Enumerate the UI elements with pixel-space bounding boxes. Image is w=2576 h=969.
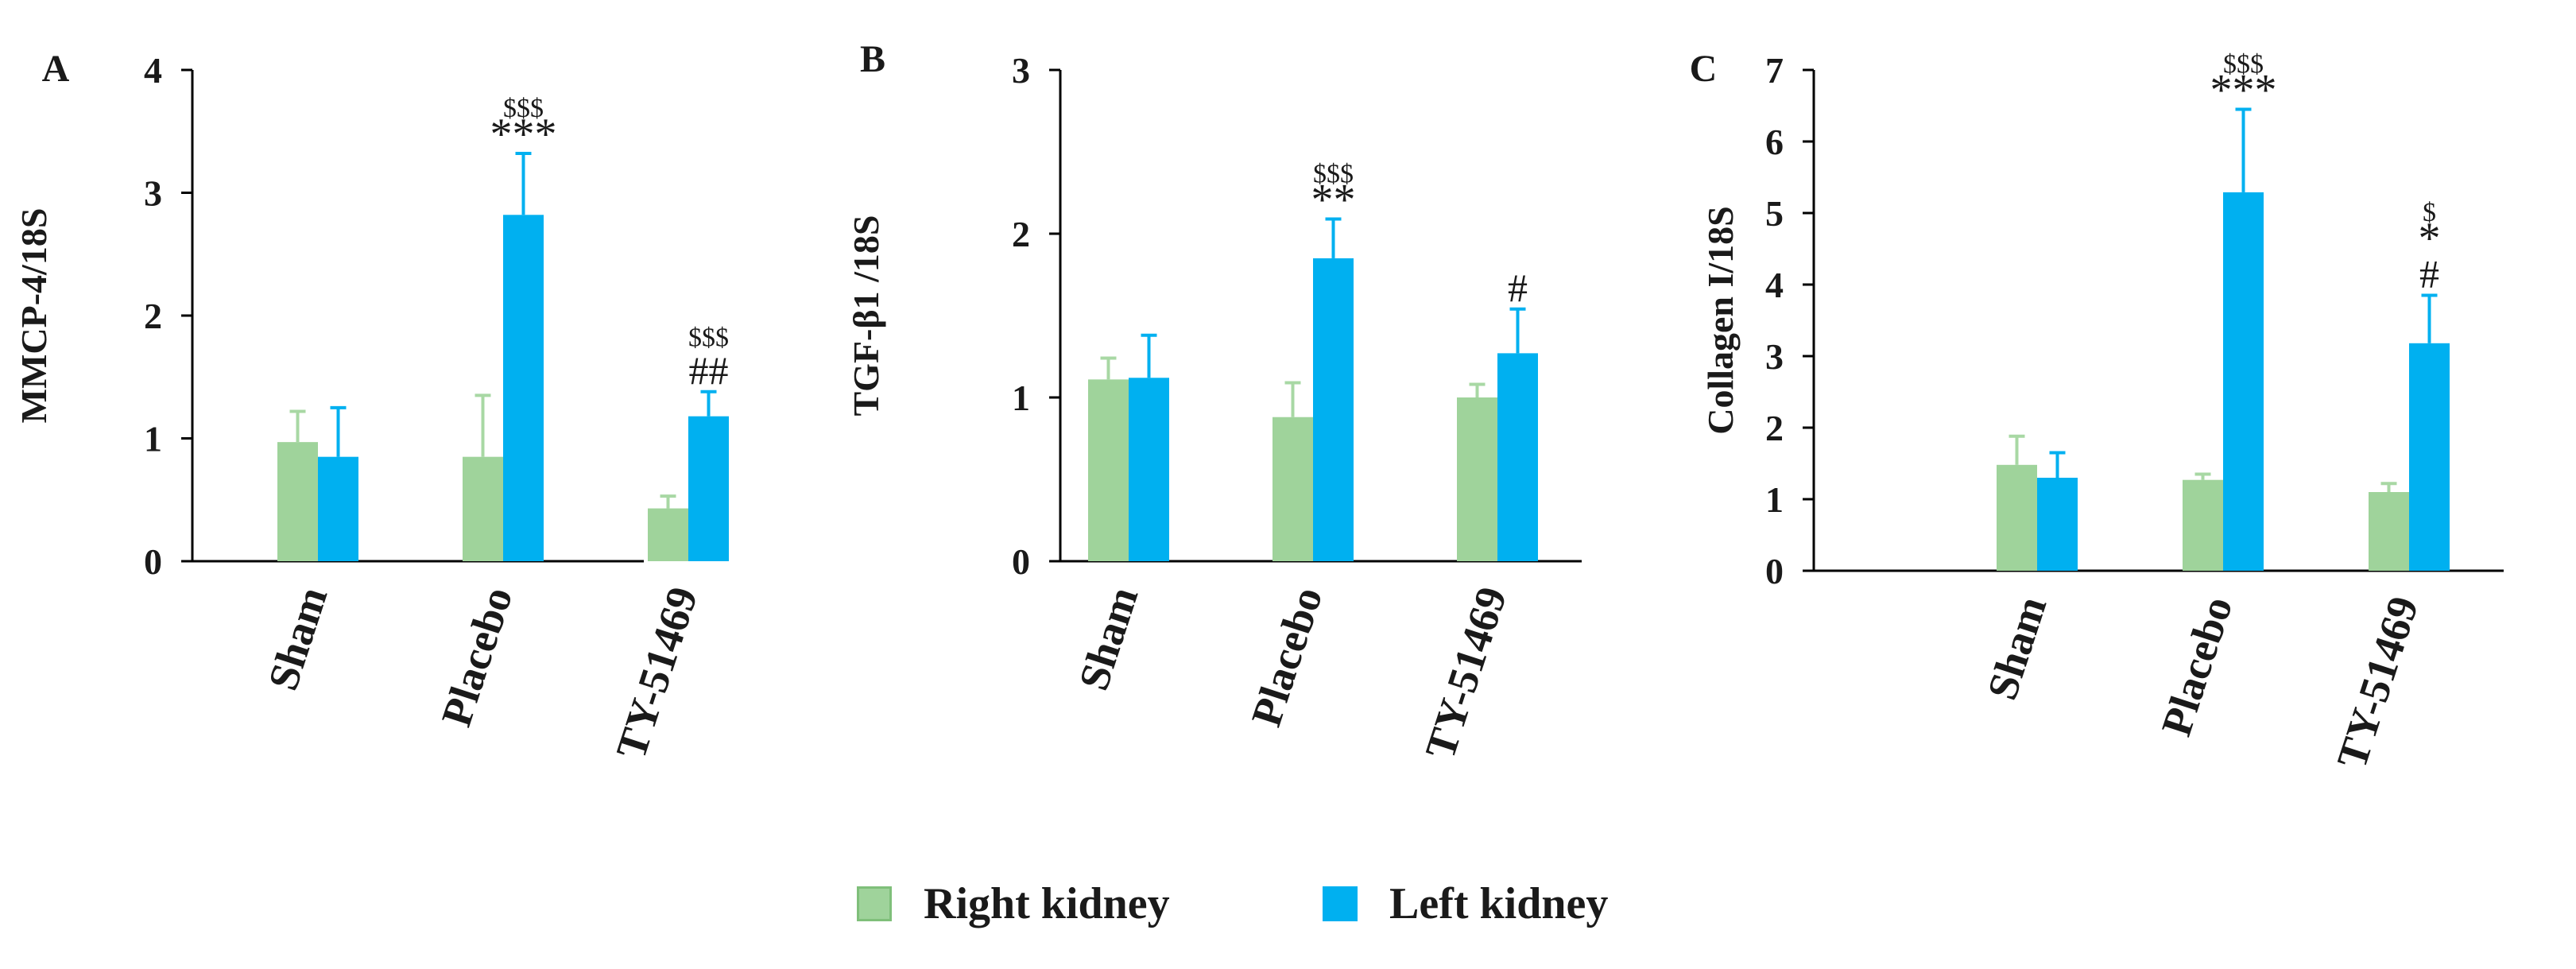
panel-c-bar-right-0 <box>1997 464 2037 571</box>
legend-swatch-left-kidney <box>1323 886 1358 921</box>
panel-b-bar-right-1 <box>1273 417 1313 561</box>
panel-c-annotation-1-0: $ <box>2423 198 2436 227</box>
panel-a-bar-right-1 <box>463 456 503 561</box>
panel-c-ylabel: Collagen I/18S <box>1700 206 1741 435</box>
panel-c-ytick-label: 6 <box>1765 122 1784 162</box>
legend-label-right-kidney: Right kidney <box>924 879 1170 928</box>
panel-c-ytick-label: 7 <box>1765 50 1784 91</box>
panel-a-ytick-label: 1 <box>144 419 162 459</box>
panel-b-annotation-0-1: ** <box>1311 175 1356 224</box>
panel-b-annotation-1-0: # <box>1508 266 1528 310</box>
panel-a-ytick-label: 4 <box>144 50 162 91</box>
panel-a-ytick-label: 2 <box>144 296 162 336</box>
legend-item-left-kidney: Left kidney <box>1323 878 1608 929</box>
panel-c-ytick-label: 4 <box>1765 265 1784 305</box>
panel-c-annotation-1-2: # <box>2419 252 2439 297</box>
panel-b-ytick-label: 3 <box>1012 50 1030 91</box>
panel-a-ylabel: MMCP-4/18S <box>14 208 54 424</box>
panel-a-label: A <box>42 48 70 90</box>
panel-a-bar-right-0 <box>277 442 318 561</box>
panel-b-category-label-0: Sham <box>1070 581 1148 696</box>
panel-c-bar-left-2 <box>2409 343 2450 571</box>
panel-a-annotation-0-1: *** <box>490 110 557 159</box>
panel-c-category-label-2: TY-51469 <box>2327 591 2427 774</box>
panel-b-bar-right-0 <box>1088 379 1129 561</box>
panel-a-category-label-2: TY-51469 <box>606 581 707 765</box>
panel-b-ylabel: TGF-β1 /18S <box>846 215 886 417</box>
panel-b-bar-left-2 <box>1497 353 1538 561</box>
legend-swatch-right-kidney <box>857 886 892 921</box>
panel-a-category-label-1: Placebo <box>432 581 522 732</box>
panel-b-ytick-label: 1 <box>1012 378 1030 418</box>
panel-c-label: C <box>1690 48 1718 90</box>
panel-b-bar-left-0 <box>1129 378 1169 561</box>
panel-b-label: B <box>860 38 885 80</box>
panel-a-ytick-label: 0 <box>144 541 162 582</box>
panel-c-ytick-label: 0 <box>1765 551 1784 591</box>
panel-c-ytick-label: 3 <box>1765 336 1784 377</box>
legend-label-left-kidney: Left kidney <box>1389 879 1609 928</box>
panel-c-annotation-1-1: * <box>2419 214 2441 263</box>
panel-b-bar-left-1 <box>1313 258 1354 561</box>
panel-b-category-label-2: TY-51469 <box>1416 581 1516 765</box>
panel-b-ytick-label: 0 <box>1012 541 1030 582</box>
panel-a-annotation-1-0: $$$ <box>688 323 729 352</box>
panel-c-category-label-1: Placebo <box>2152 591 2242 742</box>
panel-c-bar-right-1 <box>2183 479 2223 571</box>
legend-item-right-kidney: Right kidney <box>857 878 1170 929</box>
panel-c-annotation-0-0: $$$ <box>2223 50 2264 79</box>
panel-a-annotation-0-0: $$$ <box>503 94 544 123</box>
panel-c-bar-right-2 <box>2369 492 2409 571</box>
panel-a-bar-left-1 <box>503 215 544 561</box>
panel-a-bar-left-2 <box>688 416 729 561</box>
panel-a-ytick-label: 3 <box>144 173 162 214</box>
panel-a-bar-left-0 <box>318 456 358 561</box>
panel-c-category-label-0: Sham <box>1978 591 2056 705</box>
panel-a-bar-right-2 <box>648 508 688 561</box>
panel-c-annotation-0-1: *** <box>2210 66 2277 115</box>
panel-a-category-label-0: Sham <box>259 581 337 696</box>
panel-c-ytick-label: 2 <box>1765 408 1784 448</box>
panel-b-category-label-1: Placebo <box>1242 581 1332 732</box>
panel-b-annotation-0-0: $$$ <box>1313 159 1354 188</box>
panel-c-bar-left-0 <box>2037 478 2078 571</box>
panel-c-ytick-label: 5 <box>1765 193 1784 234</box>
panel-b-bar-right-2 <box>1457 397 1497 561</box>
panel-a-annotation-1-1: ## <box>689 348 729 393</box>
panel-c-ytick-label: 1 <box>1765 479 1784 520</box>
panel-c-bar-left-1 <box>2223 192 2264 571</box>
panel-b-ytick-label: 2 <box>1012 214 1030 254</box>
